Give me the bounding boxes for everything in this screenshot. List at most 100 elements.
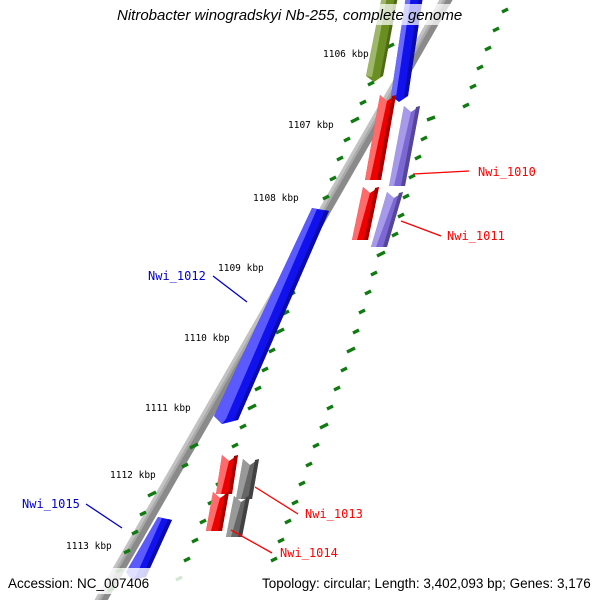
gene-box-nwi-1015[interactable] <box>126 517 172 580</box>
tick-mark <box>484 45 492 52</box>
tick-label-1112: 1112 kbp <box>110 470 156 481</box>
tick-mark <box>370 270 378 277</box>
tick-mark <box>298 480 306 487</box>
gene-shadow <box>238 496 250 537</box>
gene-shadow <box>383 192 403 247</box>
tick-mark <box>284 518 292 525</box>
tick-mark <box>352 328 360 335</box>
leader-line-group <box>85 170 470 554</box>
tick-label-group: 1106 kbp 1107 kbp 1108 kbp 1109 kbp 1110… <box>66 49 369 552</box>
accession-text: Accession: NC_007406 <box>8 576 149 591</box>
footer-right-backdrop <box>250 568 600 594</box>
tick-mark <box>312 442 320 449</box>
tick-mark <box>350 116 360 124</box>
gene-label-nwi-1012[interactable]: Nwi_1012 <box>148 269 206 283</box>
gene-shadow <box>377 95 396 180</box>
tick-mark <box>270 556 278 563</box>
tick-mark <box>123 548 131 555</box>
tick-label-1113: 1113 kbp <box>66 541 112 552</box>
gene-shadow <box>248 459 259 499</box>
tick-mark <box>501 7 509 14</box>
tick-mark <box>199 518 207 525</box>
tick-label-1110: 1110 kbp <box>184 333 230 344</box>
gene-box-nwi-1013-gray[interactable] <box>236 459 259 499</box>
gene-label-nwi-1014[interactable]: Nwi_1014 <box>280 546 338 560</box>
tick-mark <box>277 537 285 544</box>
gene-label-nwi-1011[interactable]: Nwi_1011 <box>447 229 505 243</box>
leader-line-nwi-1014 <box>230 529 273 554</box>
gene-box-nwi-1011-red[interactable] <box>352 187 379 240</box>
tick-mark <box>340 366 348 373</box>
gene-label-nwi-1013[interactable]: Nwi_1013 <box>305 507 363 521</box>
tick-mark <box>147 490 157 498</box>
tick-mark <box>426 115 436 122</box>
tick-mark <box>333 385 341 392</box>
gene-highlight <box>236 459 250 499</box>
map-title: Nitrobacter winogradskyi Nb-255, complet… <box>114 4 490 25</box>
genome-summary-text: Topology: circular; Length: 3,402,093 bp… <box>262 576 591 591</box>
tick-mark <box>336 155 344 162</box>
tick-label-1111: 1111 kbp <box>145 403 191 414</box>
tick-mark <box>305 461 313 468</box>
tick-mark <box>469 83 477 90</box>
gene-highlight <box>216 455 229 494</box>
tick-mark <box>367 80 375 87</box>
tick-mark <box>397 212 405 219</box>
tick-label-1106: 1106 kbp <box>323 49 369 60</box>
gene-label-nwi-1015[interactable]: Nwi_1015 <box>22 497 80 511</box>
gene-highlight <box>389 106 411 186</box>
title-backdrop <box>114 4 490 25</box>
tick-mark <box>268 347 276 354</box>
tick-mark <box>261 366 269 373</box>
tick-mark <box>181 462 189 469</box>
leader-line-nwi-1013 <box>254 486 299 515</box>
gene-box-nwi-1012[interactable] <box>214 208 329 424</box>
gene-box-nwi-1011-purple[interactable] <box>371 192 403 247</box>
gene-label-group[interactable]: Nwi_1010 Nwi_1011 Nwi_1012 Nwi_1013 Nwi_… <box>22 165 536 560</box>
gene-box-nwi-1014-red[interactable] <box>206 492 229 531</box>
gene-shadow <box>234 210 329 420</box>
gene-highlight <box>214 208 317 424</box>
tick-mark <box>131 529 139 536</box>
leader-line-nwi-1012 <box>212 275 248 303</box>
tick-mark <box>420 135 428 142</box>
tick-mark <box>408 173 416 180</box>
tick-label-1109: 1109 kbp <box>218 263 264 274</box>
gene-highlight <box>126 517 162 580</box>
gene-box-nwi-1014-gray[interactable] <box>226 496 250 537</box>
tick-mark <box>402 193 410 200</box>
gene-highlight <box>365 95 387 180</box>
gene-highlight <box>352 187 370 240</box>
gene-shadow <box>228 455 238 494</box>
gene-box-nwi-1013-red[interactable] <box>216 455 238 494</box>
tick-mark <box>239 423 247 430</box>
tick-label-1108: 1108 kbp <box>253 193 299 204</box>
gene-highlight <box>206 492 220 531</box>
tick-mark <box>359 99 367 106</box>
gene-label-nwi-1010[interactable]: Nwi_1010 <box>478 165 536 179</box>
leader-line-nwi-1010 <box>412 170 470 175</box>
gene-shadow <box>218 492 229 531</box>
tick-mark <box>414 154 422 161</box>
tick-mark <box>275 327 285 335</box>
tick-mark <box>319 422 329 430</box>
leader-line-nwi-1011 <box>400 220 442 237</box>
tick-mark <box>346 346 356 354</box>
tick-label-1107: 1107 kbp <box>288 120 334 131</box>
tick-mark <box>329 175 337 182</box>
tick-mark <box>492 26 500 33</box>
gene-shadow <box>364 187 379 240</box>
gene-box-nwi-1010-purple[interactable] <box>389 106 420 186</box>
gene-box-nwi-1010-red[interactable] <box>365 95 396 180</box>
tick-mark <box>358 308 366 315</box>
leader-line-nwi-1015 <box>85 503 123 529</box>
tick-mark-group <box>107 7 509 593</box>
tick-mark <box>183 556 191 563</box>
footer-bar: Accession: NC_007406 Topology: circular;… <box>0 568 600 594</box>
tick-mark <box>343 136 351 143</box>
gene-shadow <box>401 106 420 186</box>
tick-mark <box>254 385 262 392</box>
page-title: Nitrobacter winogradskyi Nb-255, complet… <box>117 7 462 24</box>
